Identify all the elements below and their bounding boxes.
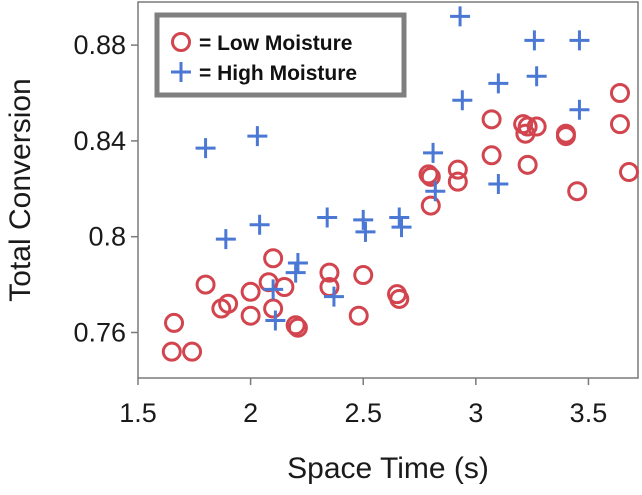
y-tick-label: 0.76 [73, 317, 126, 347]
high-moisture-point [317, 207, 338, 228]
x-tick-label: 3.5 [570, 398, 608, 428]
low-moisture-point [481, 145, 502, 166]
low-moisture-point [555, 126, 576, 147]
x-axis-title: Space Time (s) [287, 452, 489, 485]
low-moisture-point [240, 305, 261, 326]
high-moisture-point [323, 286, 344, 307]
high-moisture-point [524, 30, 545, 51]
low-moisture-point [182, 341, 203, 362]
low-moisture-point [447, 171, 468, 192]
high-moisture-point [215, 229, 236, 250]
x-tick-label: 3 [468, 398, 483, 428]
low-moisture-point [274, 276, 295, 297]
high-moisture-point [488, 73, 509, 94]
legend-high-moisture-marker [171, 62, 191, 82]
y-tick-label: 0.88 [73, 30, 126, 60]
y-tick-labels: 0.76 0.8 0.84 0.88 [73, 30, 126, 347]
low-moisture-point [447, 159, 468, 180]
high-moisture-point [452, 90, 473, 111]
low-moisture-point [389, 288, 410, 309]
y-axis-title: Total Conversion [4, 78, 37, 301]
low-moisture-point [161, 341, 182, 362]
high-moisture-point [569, 99, 590, 120]
low-moisture-point [609, 83, 630, 104]
high-moisture-point [195, 138, 216, 159]
low-moisture-point [348, 305, 369, 326]
x-tick-marks [137, 378, 590, 385]
low-moisture-point [263, 248, 284, 269]
low-moisture-point [285, 315, 306, 336]
high-moisture-point [526, 66, 547, 87]
low-moisture-point [353, 265, 374, 286]
low-moisture-point [195, 274, 216, 295]
low-moisture-point [319, 262, 340, 283]
high-moisture-point [285, 262, 306, 283]
legend: = Low Moisture = High Moisture [154, 12, 407, 98]
legend-high-moisture-label: = High Moisture [199, 62, 357, 85]
x-tick-label: 2 [243, 398, 258, 428]
low-moisture-point [218, 293, 239, 314]
series-high-moisture [195, 6, 590, 331]
y-tick-marks [131, 44, 138, 334]
y-tick-label: 0.84 [73, 126, 126, 156]
high-moisture-point [391, 217, 412, 238]
high-moisture-point [423, 142, 444, 163]
low-moisture-point [263, 298, 284, 319]
high-moisture-point [569, 30, 590, 51]
low-moisture-point [418, 164, 439, 185]
legend-box [154, 12, 407, 98]
high-moisture-point [247, 126, 268, 147]
x-tick-labels: 1.5 2 2.5 3 3.5 [119, 398, 607, 428]
x-tick-label: 1.5 [119, 398, 157, 428]
low-moisture-point [526, 116, 547, 137]
high-moisture-point [249, 214, 270, 235]
high-moisture-point [263, 279, 284, 300]
high-moisture-point [488, 174, 509, 195]
high-moisture-point [355, 221, 376, 242]
y-tick-label: 0.8 [88, 222, 126, 252]
high-moisture-point [287, 253, 308, 274]
legend-low-moisture-label: = Low Moisture [199, 32, 352, 55]
x-tick-label: 2.5 [344, 398, 382, 428]
high-moisture-point [389, 207, 410, 228]
high-moisture-point [450, 6, 471, 27]
low-moisture-point [164, 312, 185, 333]
low-moisture-point [517, 154, 538, 175]
high-moisture-point [425, 181, 446, 202]
series-low-moisture [161, 83, 639, 362]
high-moisture-point [353, 209, 374, 230]
low-moisture-point [240, 281, 261, 302]
low-moisture-point [567, 181, 588, 202]
legend-low-moisture-marker [171, 32, 191, 52]
low-moisture-point [287, 317, 308, 338]
low-moisture-point [609, 114, 630, 135]
low-moisture-point [481, 109, 502, 130]
high-moisture-point [265, 310, 286, 331]
low-moisture-point [420, 195, 441, 216]
low-moisture-point [420, 166, 441, 187]
low-moisture-point [618, 162, 639, 183]
